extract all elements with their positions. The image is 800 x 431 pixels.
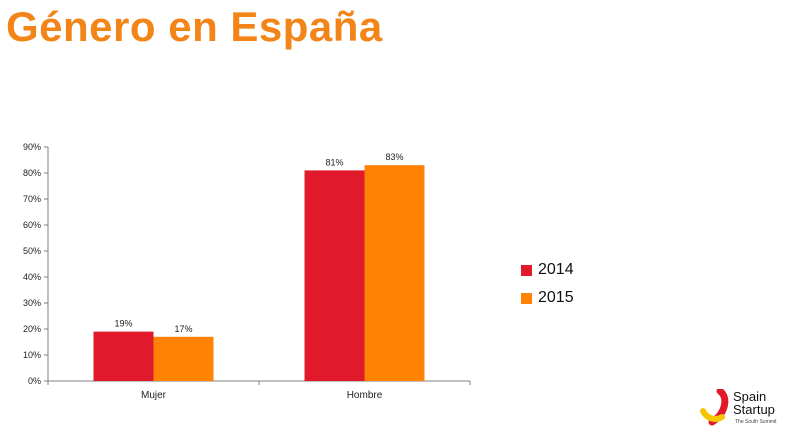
x-category-label: Hombre [347, 390, 383, 401]
chart-legend: 2014 2015 [521, 256, 574, 312]
logo-text-tagline: The South Summit [735, 419, 777, 425]
y-tick-label: 50% [23, 246, 41, 256]
bar-2015-mujer [153, 336, 214, 381]
y-tick-label: 10% [23, 350, 41, 360]
legend-swatch-2014 [521, 264, 532, 276]
x-category-label: Mujer [141, 390, 167, 401]
spain-startup-logo: Spain Startup The South Summit [700, 388, 800, 431]
y-tick-label: 30% [23, 298, 41, 308]
legend-label-2014: 2014 [538, 261, 574, 278]
legend-label-2015: 2015 [538, 289, 574, 306]
legend-swatch-2015 [521, 292, 532, 304]
bar-2014-mujer [93, 331, 154, 381]
data-label: 81% [325, 157, 343, 167]
data-label: 83% [385, 152, 403, 162]
y-tick-label: 0% [28, 376, 41, 386]
logo-text-startup: Startup [733, 402, 775, 417]
bar-2014-hombre [304, 170, 365, 381]
legend-item-2014: 2014 [521, 256, 574, 284]
logo-text-spain: Spain [733, 389, 767, 404]
data-label: 19% [114, 319, 132, 329]
legend-item-2015: 2015 [521, 284, 574, 312]
page-title: Género en España [6, 3, 383, 50]
y-tick-label: 70% [23, 194, 41, 204]
y-tick-label: 20% [23, 324, 41, 334]
chart-labels: 0% 10% 20% 30% 40% 50% 60% 70% 80% 90% 19% 17% Mujer… [23, 142, 404, 401]
bar-2015-hombre [364, 165, 425, 381]
y-tick-label: 90% [23, 142, 41, 152]
y-tick-label: 40% [23, 272, 41, 282]
y-tick-label: 80% [23, 168, 41, 178]
data-label: 17% [174, 324, 192, 334]
y-tick-label: 60% [23, 220, 41, 230]
spain-startup-logo-icon [700, 389, 729, 426]
chart-bars [93, 165, 425, 381]
